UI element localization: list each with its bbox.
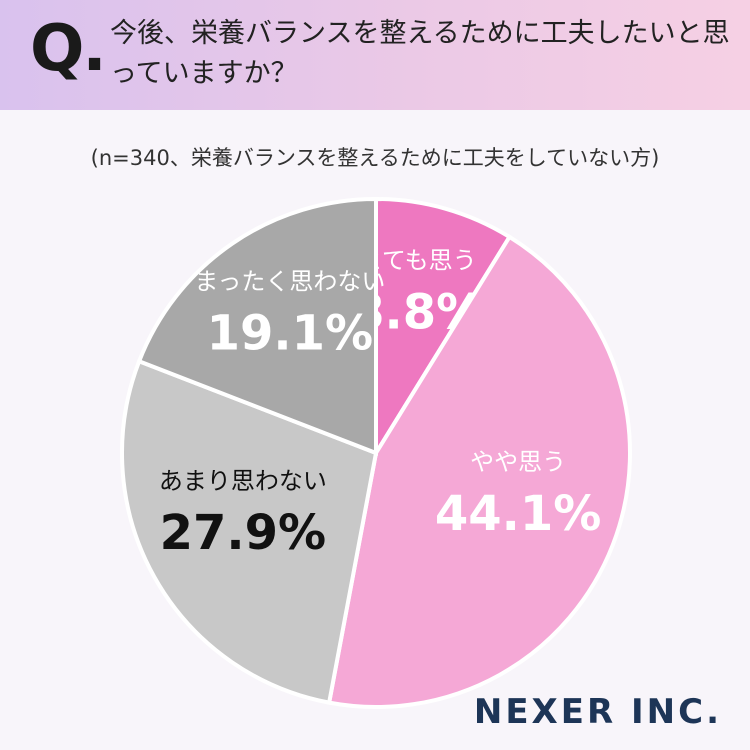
value-label: 19.1% [207, 305, 374, 361]
logo: NEXER INC. [473, 692, 722, 732]
pie-slice [374, 196, 513, 461]
question-mark: Q. [30, 12, 107, 86]
slice-label: とても思う [359, 246, 477, 274]
slice-label: まったく思わない [194, 267, 385, 295]
value-label: 27.9% [160, 505, 327, 561]
pie-slice [326, 234, 632, 709]
pie-slice [120, 358, 379, 705]
slice-label: やや思う [470, 448, 566, 476]
subtitle: (n=340、栄養バランスを整えるために工夫をしていない方) [90, 146, 660, 170]
pie-slice [136, 196, 378, 456]
header: Q. 今後、栄養バランスを整えるために工夫したいと思っていますか？ [0, 0, 750, 110]
chart-title: 今後、栄養バランスを整えるために工夫したいと思っていますか？ [110, 18, 730, 89]
value-label: 44.1% [435, 486, 602, 542]
slice-label: あまり思わない [159, 467, 327, 495]
